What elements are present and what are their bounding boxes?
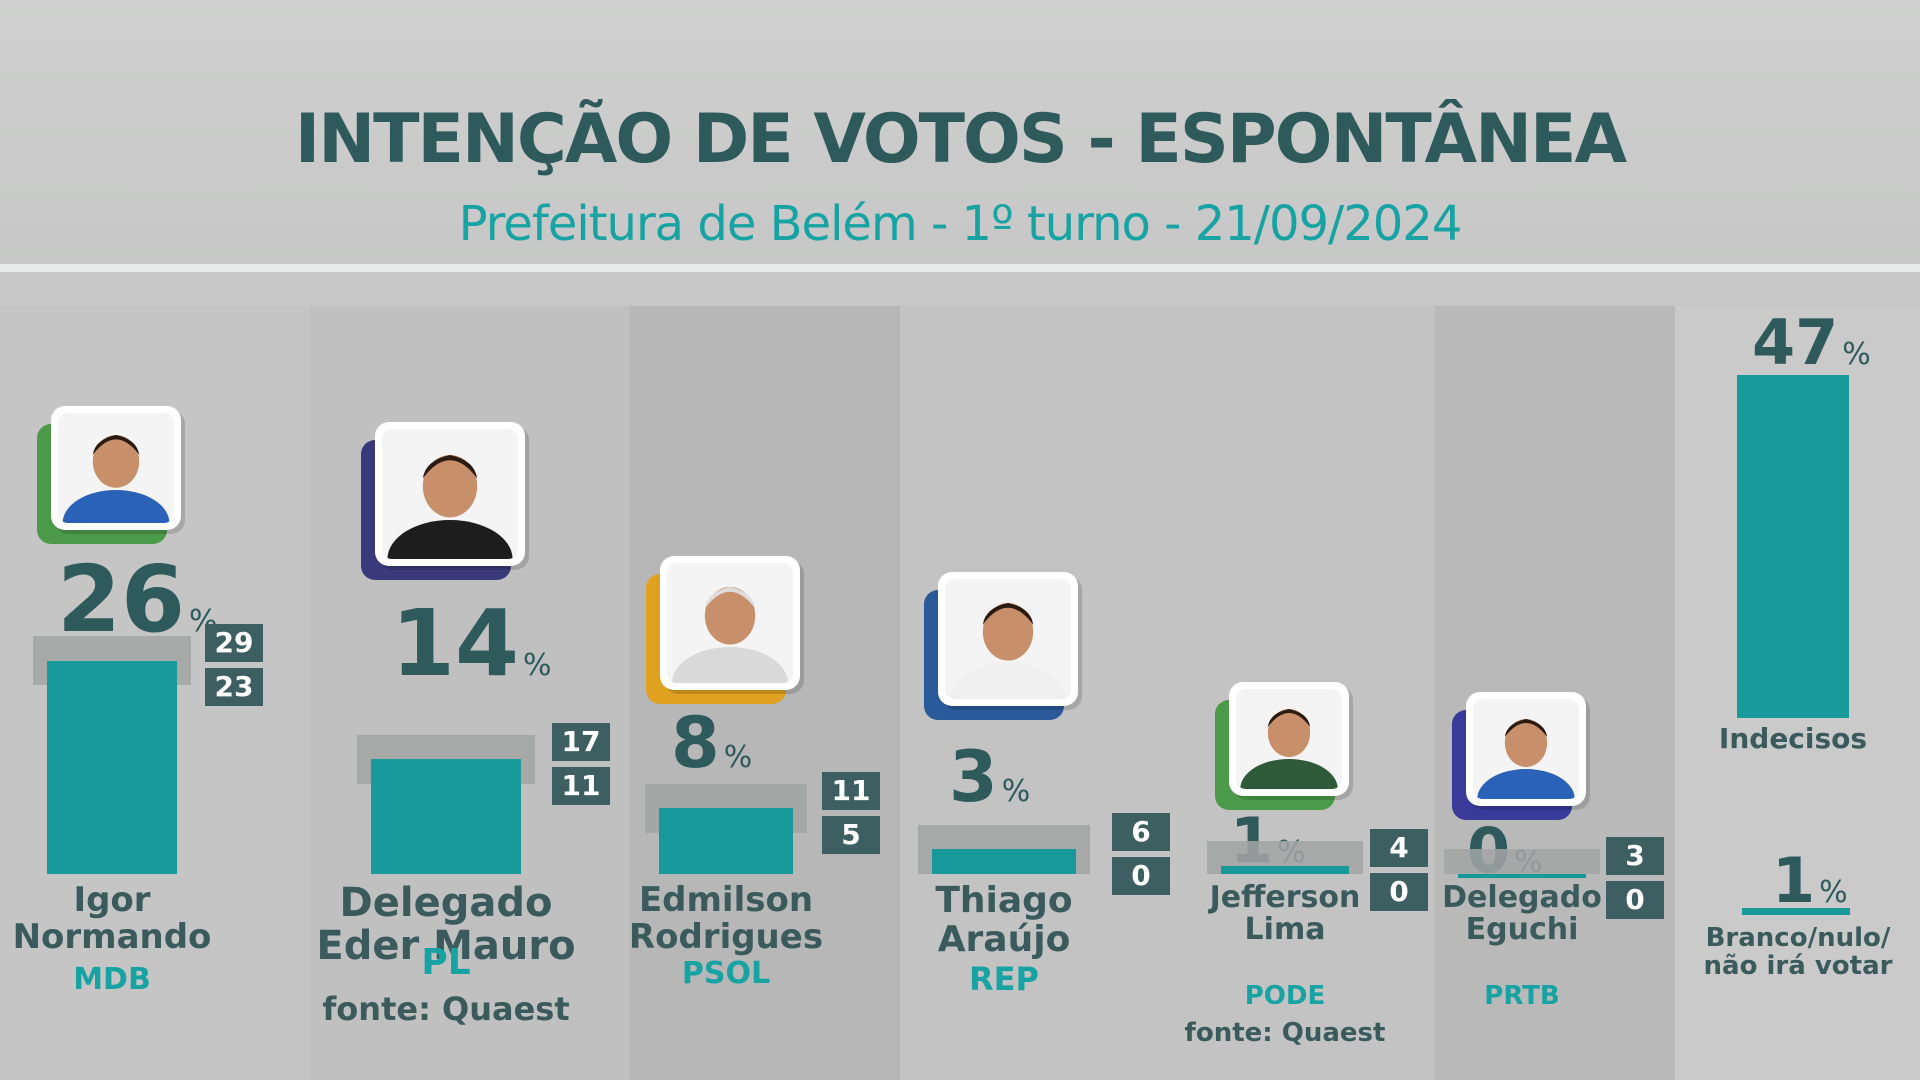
vote-bar [1458, 874, 1586, 878]
vote-value: 1 [1772, 844, 1816, 917]
blank-null-percentage: 1% [1772, 844, 1848, 917]
candidate-name-line2: Lima [1244, 912, 1326, 948]
vote-percentage: 26% [57, 546, 218, 653]
candidate-photo [1229, 682, 1349, 796]
vote-value: 3 [949, 736, 998, 818]
range-high-box: 6 [1112, 812, 1170, 851]
chart-title: INTENÇÃO DE VOTOS - ESPONTÂNEA [294, 100, 1627, 179]
candidate-name-line2: Eguchi [1465, 912, 1579, 948]
vote-bar [47, 660, 177, 874]
candidate-name-line1: Edmilson [638, 880, 814, 920]
percent-sign: % [1001, 774, 1031, 809]
vote-bar [1221, 865, 1349, 874]
vote-value: 8 [671, 702, 720, 784]
avatar [667, 563, 793, 683]
percent-sign: % [1842, 337, 1871, 372]
undecided-percentage: 47% [1752, 306, 1871, 379]
undecided-bar [1737, 374, 1849, 718]
vote-value: 47 [1752, 306, 1839, 379]
header-divider [0, 264, 1920, 272]
percent-sign: % [1819, 875, 1848, 910]
vote-percentage: 3% [949, 736, 1030, 818]
candidate-photo [1466, 692, 1586, 806]
candidate-photo [660, 556, 800, 690]
avatar [945, 579, 1071, 699]
candidate-name-line1: Delegado [339, 880, 553, 926]
range-low-box: 0 [1606, 881, 1664, 920]
blank-null-label: Branco/nulo/não irá votar [1678, 924, 1918, 980]
candidate-name: Delegado Eder Mauro [316, 880, 576, 970]
range-low-box: 0 [1112, 856, 1170, 895]
candidate-name: Edmilson Rodrigues [596, 882, 856, 955]
candidate-photo [938, 572, 1078, 706]
source-note: fonte: Quaest [1184, 1018, 1386, 1048]
candidate-name: Thiago Araújo [874, 880, 1134, 960]
percent-sign: % [723, 740, 753, 775]
percent-sign: % [523, 648, 552, 683]
range-high-box: 4 [1370, 829, 1428, 868]
candidate-name: Igor Normando [0, 882, 242, 955]
margin-of-error-band [1444, 849, 1600, 874]
candidate-name-line2: Araújo [937, 918, 1071, 960]
range-high-box: 17 [552, 722, 610, 761]
candidate-party: PL [421, 942, 471, 983]
range-low-box: 11 [552, 766, 610, 805]
range-low-box: 0 [1370, 873, 1428, 912]
candidate-party: PRTB [1484, 981, 1560, 1011]
blank-null-bar [1742, 908, 1850, 915]
vote-value: 26 [57, 546, 186, 653]
vote-percentage: 8% [671, 702, 752, 784]
candidate-party: PODE [1244, 981, 1326, 1011]
vote-bar [371, 759, 521, 874]
avatar [1236, 689, 1342, 789]
candidate-name: Jefferson Lima [1155, 880, 1415, 948]
avatar [1473, 699, 1579, 799]
candidate-party: MDB [73, 962, 151, 997]
candidate-party: REP [969, 960, 1039, 998]
range-high-box: 11 [822, 771, 880, 810]
vote-bar [932, 849, 1076, 874]
vote-value: 14 [391, 590, 520, 697]
blank-null-label-line1: Branco/nulo/ [1705, 923, 1891, 953]
avatar [58, 413, 174, 523]
candidate-name-line1: Jefferson [1209, 880, 1361, 915]
range-low-box: 23 [205, 668, 263, 707]
candidate-name-line2: Normando [12, 916, 212, 957]
vote-bar [659, 808, 793, 874]
range-low-box: 5 [822, 815, 880, 854]
candidate-name-line1: Thiago [935, 880, 1073, 921]
candidate-photo [375, 422, 525, 566]
blank-null-label-line2: não irá votar [1703, 951, 1893, 982]
undecided-label: Indecisos [1718, 722, 1868, 755]
chart-subtitle: Prefeitura de Belém - 1º turno - 21/09/2… [458, 196, 1463, 252]
candidate-name-line2: Eder Mauro [316, 923, 576, 970]
vote-percentage: 14% [391, 590, 552, 697]
candidate-name-line1: Delegado [1442, 880, 1602, 915]
candidate-photo [51, 406, 181, 530]
range-high-box: 29 [205, 624, 263, 663]
chart-area: 26% 29 23 Igor Normando MDB 14% 17 11 Delegado Ede… [0, 306, 1920, 1080]
range-high-box: 3 [1606, 837, 1664, 876]
candidate-name: Delegado Eguchi [1392, 880, 1652, 948]
header: INTENÇÃO DE VOTOS - ESPONTÂNEA Prefeitur… [0, 0, 1920, 268]
source-note: fonte: Quaest [322, 990, 570, 1028]
avatar [382, 429, 518, 559]
candidate-party: PSOL [681, 956, 771, 991]
candidate-name-line1: Igor [73, 880, 151, 920]
candidate-name-line2: Rodrigues [628, 916, 824, 957]
